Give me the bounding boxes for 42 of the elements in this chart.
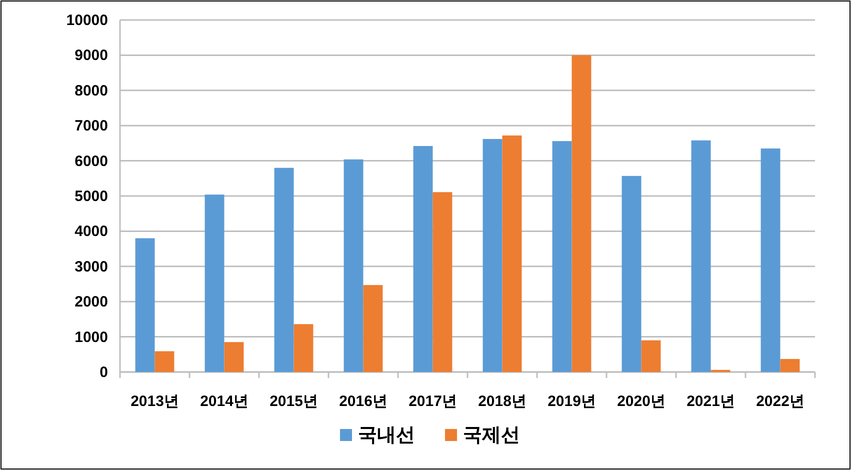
bar — [572, 55, 592, 372]
y-tick-label: 9000 — [74, 47, 108, 64]
bar — [224, 342, 244, 372]
x-tick-label: 2013년 — [130, 393, 179, 410]
bar — [344, 159, 364, 372]
y-tick-label: 3000 — [74, 258, 108, 276]
legend-label: 국제선 — [463, 425, 520, 446]
y-tick-label: 2000 — [74, 294, 108, 311]
bar — [154, 351, 174, 372]
bar — [274, 168, 294, 372]
x-tick-label: 2015년 — [270, 393, 318, 410]
x-tick-label: 2020년 — [617, 393, 666, 410]
x-tick-label: 2016년 — [339, 393, 388, 410]
bar — [413, 146, 433, 372]
bar — [552, 141, 572, 372]
y-tick-label: 10000 — [66, 12, 108, 29]
y-tick-label: 5000 — [74, 188, 108, 205]
x-tick-label: 2022년 — [756, 393, 804, 410]
y-tick-label: 4000 — [74, 223, 108, 240]
y-tick-label: 7000 — [74, 118, 108, 135]
y-tick-label: 8000 — [74, 82, 108, 100]
legend-label: 국내선 — [358, 425, 415, 446]
x-tick-label: 2018년 — [478, 393, 526, 410]
bar — [204, 194, 224, 372]
bar — [641, 340, 661, 372]
bar — [622, 176, 642, 372]
bar — [363, 285, 383, 372]
x-tick-label: 2019년 — [548, 393, 596, 410]
bar — [432, 192, 452, 372]
bar — [135, 238, 155, 372]
y-tick-label: 0 — [100, 364, 108, 381]
bar — [760, 148, 780, 372]
x-tick-label: 2017년 — [408, 393, 457, 410]
y-tick-label: 6000 — [74, 152, 108, 170]
x-tick-label: 2014년 — [200, 393, 248, 410]
bar — [780, 358, 800, 372]
bar — [294, 324, 314, 372]
bar — [691, 140, 711, 372]
y-tick-label: 1000 — [74, 328, 108, 346]
x-tick-label: 2021년 — [686, 393, 735, 410]
bar — [482, 138, 502, 372]
bar — [502, 135, 522, 372]
